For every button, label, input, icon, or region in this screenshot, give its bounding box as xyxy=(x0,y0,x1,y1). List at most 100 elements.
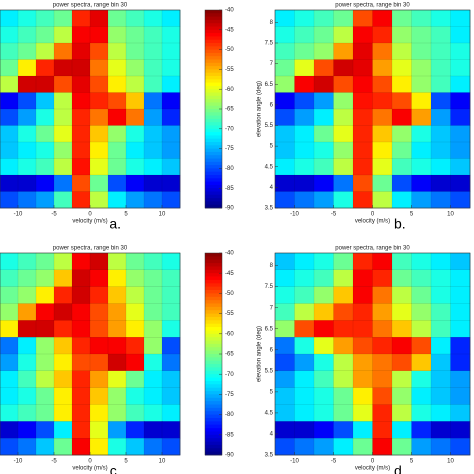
heatmap-cell xyxy=(352,26,373,44)
heatmap-cell xyxy=(391,353,412,372)
heatmap-cell xyxy=(161,92,181,110)
colorbar-segment xyxy=(205,283,222,288)
heatmap-cell xyxy=(35,59,55,77)
heatmap-cell xyxy=(294,174,315,192)
heatmap-cell xyxy=(274,108,295,126)
heatmap-cell xyxy=(352,75,373,93)
colorbar-segment xyxy=(205,290,222,294)
heatmap-cell xyxy=(313,174,334,192)
heatmap-cell xyxy=(333,26,354,44)
heatmap-cell xyxy=(313,337,334,355)
heatmap-cell xyxy=(107,269,127,288)
heatmap-cell xyxy=(107,174,127,192)
colorbar-segment xyxy=(205,26,222,31)
heatmap-cell xyxy=(161,108,181,126)
colorbar-segment xyxy=(205,300,222,304)
colorbar-segment xyxy=(205,36,222,41)
heatmap-cell xyxy=(294,125,315,143)
heatmap-cell xyxy=(0,404,19,422)
heatmap-cell xyxy=(53,286,73,304)
heatmap-cell xyxy=(352,141,373,159)
colorbar-segment xyxy=(205,310,222,314)
heatmap-cell xyxy=(313,59,334,77)
heatmap-cell xyxy=(53,191,73,209)
heatmap-cell xyxy=(313,438,334,456)
colorbar-segment xyxy=(205,306,222,311)
heatmap-cell xyxy=(0,286,19,304)
colorbar-segment xyxy=(205,184,222,189)
colorbar-tick-label: -80 xyxy=(225,166,234,172)
heatmap-cell xyxy=(352,9,373,27)
y-tick-label: 8 xyxy=(270,20,274,26)
heatmap-cell xyxy=(391,286,412,304)
y-tick-label: 7 xyxy=(270,61,274,67)
colorbar-segment xyxy=(205,102,222,107)
heatmap-cell xyxy=(161,75,181,93)
colorbar-segment xyxy=(205,263,222,267)
y-tick-label: 6.5 xyxy=(265,82,274,88)
heatmap-cell xyxy=(53,125,73,143)
heatmap-cell xyxy=(333,158,354,176)
colorbar-segment xyxy=(205,181,222,186)
heatmap-cell xyxy=(125,438,145,456)
heatmap-cell xyxy=(71,125,91,143)
heatmap-cell xyxy=(450,370,471,389)
heatmap-cell xyxy=(313,92,334,110)
x-tick-label: 5 xyxy=(124,459,128,465)
heatmap-cell xyxy=(143,421,163,439)
heatmap-cell xyxy=(430,125,451,143)
heatmap-cell xyxy=(53,404,73,422)
heatmap-cell xyxy=(274,421,295,439)
colorbar-segment xyxy=(205,411,222,415)
colorbar-segment xyxy=(205,397,222,402)
heatmap-cell xyxy=(294,42,315,60)
heatmap-cell xyxy=(391,92,412,110)
heatmap-cell xyxy=(313,252,334,271)
heatmap-cell xyxy=(143,59,163,77)
heatmap-cell xyxy=(313,9,334,27)
heatmap-cell xyxy=(450,92,471,110)
y-tick-label: 4.5 xyxy=(265,410,274,416)
heatmap-cell xyxy=(53,353,73,372)
heatmap-cell xyxy=(143,125,163,143)
colorbar-segment xyxy=(205,46,222,50)
heatmap-cell xyxy=(0,92,19,110)
heatmap-cell xyxy=(125,252,145,271)
heatmap-cell xyxy=(143,438,163,456)
x-tick-label: 10 xyxy=(159,459,166,465)
heatmap-cell xyxy=(143,303,163,321)
heatmap-cell xyxy=(17,9,37,27)
colorbar-segment xyxy=(205,364,222,368)
heatmap-cell xyxy=(333,421,354,439)
heatmap-cell xyxy=(430,353,451,372)
heatmap-cell xyxy=(391,174,412,192)
heatmap-cell xyxy=(391,191,412,209)
heatmap-cell xyxy=(411,303,432,321)
heatmap-cell xyxy=(35,158,55,176)
colorbar-tick-label: -45 xyxy=(225,271,234,277)
heatmap-cell xyxy=(333,75,354,93)
heatmap-cell xyxy=(352,269,373,288)
heatmap-cell xyxy=(430,158,451,176)
heatmap-cell xyxy=(161,438,181,456)
heatmap-cell xyxy=(352,59,373,77)
heatmap-cell xyxy=(372,387,393,405)
heatmap-cell xyxy=(53,337,73,355)
colorbar-tick-label: -45 xyxy=(225,27,234,33)
colorbar-segment xyxy=(205,92,222,97)
heatmap-cell xyxy=(0,320,19,338)
colorbar-segment xyxy=(205,431,222,436)
colorbar-segment xyxy=(205,377,222,382)
heatmap-cell xyxy=(352,286,373,304)
heatmap-cell xyxy=(430,26,451,44)
heatmap-cell xyxy=(352,438,373,456)
colorbar-segment xyxy=(205,357,222,362)
heatmap-cell xyxy=(430,269,451,288)
colorbar-segment xyxy=(205,109,222,113)
heatmap-cell xyxy=(53,59,73,77)
heatmap-cell xyxy=(143,337,163,355)
heatmap-cell xyxy=(430,174,451,192)
colorbar-tick-label: -60 xyxy=(225,331,234,337)
heatmap-cell xyxy=(17,320,37,338)
colorbar-segment xyxy=(205,23,222,27)
